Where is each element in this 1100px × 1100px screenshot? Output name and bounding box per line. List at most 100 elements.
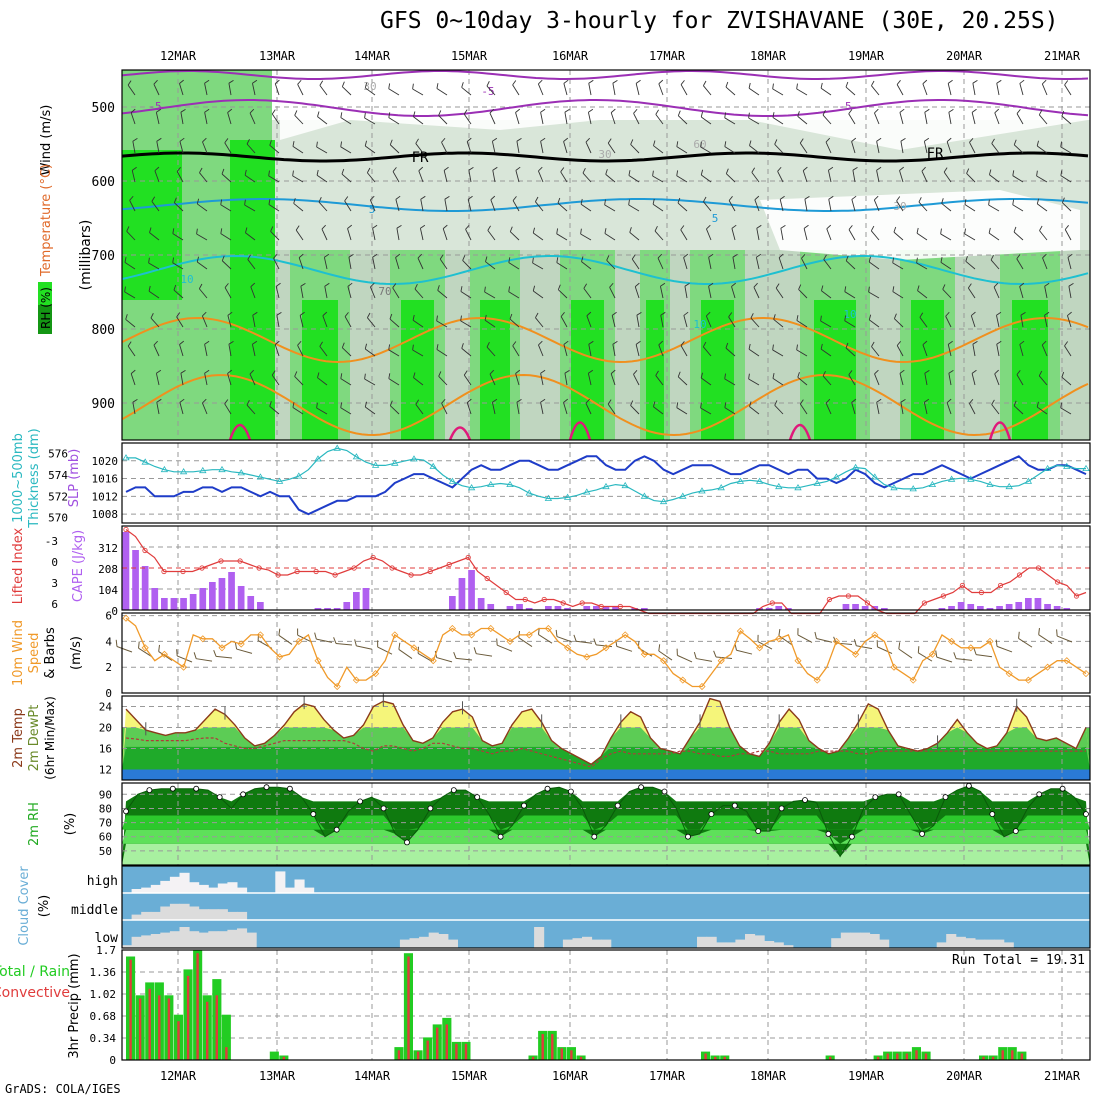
wind-barb <box>538 340 544 357</box>
cloud-low-bar-77 <box>860 932 871 948</box>
wind-barb <box>125 314 136 328</box>
wind-barb <box>274 340 280 357</box>
wind-speed-marker <box>1063 657 1071 665</box>
wind-barb-staff <box>652 175 664 183</box>
wind-barb-flag <box>196 228 198 235</box>
wind-barb-flag <box>919 312 924 318</box>
wind-barb-staff <box>441 142 448 154</box>
wind-barb-flag <box>848 225 853 230</box>
wind-barb <box>750 313 760 328</box>
wind-barb-flag <box>588 340 594 345</box>
wind-barb-staff <box>635 83 640 96</box>
wind-barb-staff <box>540 402 544 415</box>
wind-barb <box>198 283 208 299</box>
wind-barb-staff <box>533 232 544 241</box>
wind-barb <box>557 284 568 299</box>
wind-barb-flag <box>633 108 638 114</box>
wind-barb-staff <box>125 319 136 328</box>
wind-barb-flag <box>557 197 561 204</box>
wind-barb-staff <box>700 377 712 386</box>
dry-region-mid <box>760 190 1080 260</box>
bottom-date-label-0: 12MAR <box>160 1069 197 1083</box>
wind-barb-staff <box>247 259 256 270</box>
footer-credit: GrADS: COLA/IGES <box>5 1082 121 1096</box>
wind-barb <box>221 255 232 270</box>
surface-wind-barb-staff <box>138 647 153 658</box>
wind-barb <box>868 286 880 299</box>
wind-barb <box>874 108 880 125</box>
wind-barb-flag <box>132 137 138 142</box>
wind-barb <box>228 340 234 357</box>
wind-barb-flag <box>227 369 233 374</box>
wind-barb-flag <box>228 340 234 345</box>
wind-barb <box>556 257 568 270</box>
top-date-label-8: 20MAR <box>946 49 983 63</box>
precip-conv-bar-43 <box>541 1034 544 1060</box>
wind-barb-staff <box>947 83 952 96</box>
wind-barb-staff <box>1064 345 1072 357</box>
wind-barb <box>631 254 640 270</box>
wind-barb-flag <box>395 195 401 200</box>
cloud-middle-bar-6 <box>179 903 190 920</box>
cape-bar-8 <box>199 588 207 610</box>
bottom-date-label-5: 17MAR <box>649 1069 686 1083</box>
wind-barb-flag <box>179 340 185 345</box>
surface-wind-barb-flag <box>573 634 577 642</box>
cloud-high-bar-11 <box>227 882 238 893</box>
wind-speed-marker <box>871 631 879 639</box>
surface-wind-barb-flag <box>377 640 379 648</box>
wind-barb <box>1016 254 1024 270</box>
wind-barb-flag <box>892 257 895 263</box>
wind-barb-flag <box>922 79 928 85</box>
wind-barb-flag <box>298 253 304 258</box>
li-marker <box>313 568 319 575</box>
wind-barb-staff <box>660 315 664 328</box>
wind-barb <box>396 224 402 241</box>
wind-barb-staff <box>990 259 1000 270</box>
wind-barb-flag <box>540 108 546 113</box>
wind-speed-marker <box>391 631 399 639</box>
wind-barb <box>585 137 592 154</box>
lifted-index-axis-label: Lifted Index <box>11 527 26 604</box>
wind-barb-flag <box>823 254 827 260</box>
wind-barb <box>127 80 136 96</box>
wind-barb <box>227 311 233 328</box>
wind-barb-staff <box>560 316 568 328</box>
wind-barb-flag <box>796 344 798 350</box>
wind-barb <box>680 80 688 96</box>
precip-conv-bar-33 <box>445 1024 448 1060</box>
wind-barb-staff <box>922 83 928 96</box>
pressure-tick-900: 900 <box>92 397 115 412</box>
precip-conv-bar-1 <box>138 998 142 1060</box>
surface-wind-barb-staff <box>398 649 413 659</box>
wind-barb <box>724 112 736 125</box>
wind-barb <box>220 228 232 241</box>
wind-barb-staff <box>993 286 1000 299</box>
wind-barb-flag <box>271 109 276 115</box>
rh2m-marker <box>123 808 129 815</box>
wind-barb-staff <box>1020 315 1024 328</box>
wind-barb-staff <box>1036 145 1048 154</box>
wind-barb-staff <box>604 204 616 212</box>
wind-barb-staff <box>251 344 256 357</box>
wind-barb-flag <box>1041 340 1047 346</box>
wind-barb-staff <box>899 373 904 386</box>
wind-barb <box>1067 311 1072 328</box>
wind-barb-flag <box>468 166 474 171</box>
wind-barb <box>703 196 712 212</box>
wind-barb <box>176 312 184 328</box>
precip-conv-bar-2 <box>148 988 151 1060</box>
wind-barb-flag <box>748 82 751 89</box>
wind-barb <box>491 398 498 415</box>
wind-barb-flag <box>321 224 326 230</box>
wind-barb <box>993 282 1000 299</box>
wind-barb-flag <box>708 253 714 258</box>
wind-barb <box>873 195 880 212</box>
wind-barb-staff <box>364 378 376 386</box>
precip-conv-bar-80 <box>896 1053 899 1060</box>
wind-barb-staff <box>1019 344 1024 357</box>
wind-barb-staff <box>772 88 784 96</box>
wind-barb-staff <box>876 141 880 154</box>
wind-barb-staff <box>654 230 664 241</box>
wind-barb-flag <box>799 138 804 144</box>
